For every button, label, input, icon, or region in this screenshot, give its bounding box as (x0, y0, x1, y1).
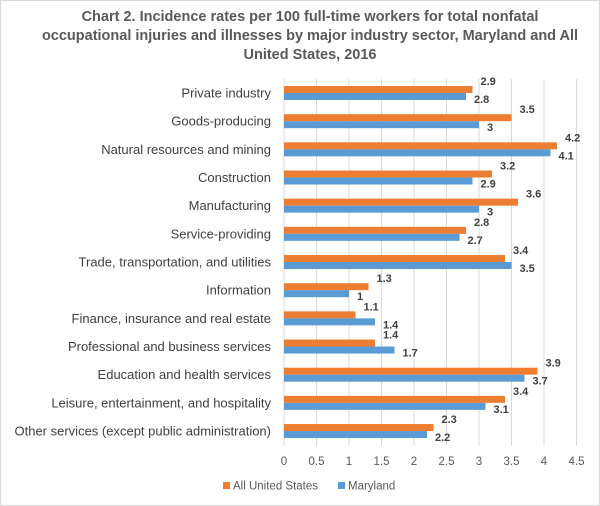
data-label: 3 (487, 122, 493, 134)
category-label: Service-providing (171, 226, 271, 241)
data-label: 3.4 (513, 386, 529, 398)
legend-swatch (338, 482, 345, 489)
bar-maryland (284, 346, 395, 354)
bar-all-united-states (284, 114, 512, 122)
chart-title: Chart 2. Incidence rates per 100 full-ti… (41, 9, 579, 63)
data-label: 3.4 (513, 245, 529, 257)
bar-maryland (284, 177, 473, 185)
data-label: 2.3 (442, 414, 457, 426)
data-label: 1.7 (403, 348, 418, 360)
bar-all-united-states (284, 226, 466, 234)
data-label: 3 (487, 207, 493, 219)
data-label: 2.2 (435, 432, 450, 444)
bar-maryland (284, 121, 479, 129)
x-tick-label: 3.5 (504, 456, 520, 468)
category-label: Finance, insurance and real estate (72, 311, 271, 326)
bar-maryland (284, 262, 512, 270)
x-tick-label: 2 (411, 456, 417, 468)
bar-all-united-states (284, 339, 375, 347)
bar-all-united-states (284, 424, 434, 432)
x-tick-label: 2.5 (439, 456, 455, 468)
x-tick-label: 1.5 (374, 456, 390, 468)
category-label: Professional and business services (68, 339, 272, 354)
bar-all-united-states (284, 170, 492, 178)
bar-maryland (284, 93, 466, 100)
x-tick-label: 1 (346, 456, 352, 468)
category-label: Manufacturing (189, 198, 271, 213)
bar-maryland (284, 402, 486, 410)
category-label: Goods-producing (171, 114, 271, 129)
legend-label: Maryland (348, 481, 395, 493)
x-tick-label: 4 (541, 456, 548, 468)
data-label: 3.5 (520, 104, 535, 116)
category-label: Trade, transportation, and utilities (79, 255, 272, 270)
bar-maryland (284, 149, 551, 157)
bar-all-united-states (284, 198, 518, 206)
bar-maryland (284, 318, 375, 326)
category-label: Private industry (181, 86, 271, 101)
category-label: Education and health services (98, 367, 272, 382)
category-label: Other services (except public administra… (15, 424, 272, 439)
legend-swatch (223, 482, 230, 489)
category-label: Leisure, entertainment, and hospitality (51, 395, 271, 410)
data-label: 3.9 (546, 358, 561, 370)
data-label: 2.9 (481, 76, 496, 88)
bar-all-united-states (284, 86, 473, 93)
bar-all-united-states (284, 395, 505, 403)
data-label: 2.8 (474, 94, 489, 106)
data-label: 4.1 (559, 150, 574, 162)
data-label: 3.7 (533, 376, 548, 388)
category-label: Construction (198, 170, 271, 185)
bar-all-united-states (284, 367, 538, 375)
legend-label: All United States (233, 481, 318, 493)
data-label: 2.9 (481, 179, 496, 191)
data-label: 1.3 (377, 273, 392, 285)
data-label: 1.4 (383, 330, 399, 342)
bar-maryland (284, 205, 479, 213)
data-label: 2.8 (474, 217, 489, 229)
x-tick-label: 0.5 (309, 456, 325, 468)
bar-all-united-states (284, 255, 505, 263)
bar-maryland (284, 374, 525, 382)
data-label: 2.7 (468, 235, 483, 247)
data-label: 3.6 (526, 189, 541, 201)
x-tick-label: 3 (476, 456, 482, 468)
bar-maryland (284, 233, 460, 241)
bar-all-united-states (284, 142, 557, 150)
bar-all-united-states (284, 311, 356, 319)
category-label: Information (206, 283, 271, 298)
data-label: 1.4 (383, 319, 399, 331)
x-tick-label: 4.5 (569, 456, 585, 468)
data-label: 4.2 (565, 132, 580, 144)
data-label: 3.5 (520, 263, 535, 275)
category-label: Natural resources and mining (101, 142, 271, 157)
bar-maryland (284, 290, 349, 298)
data-label: 3.2 (500, 161, 515, 173)
bar-all-united-states (284, 283, 369, 291)
x-tick-label: 0 (281, 456, 287, 468)
data-label: 3.1 (494, 404, 509, 416)
data-label: 1 (357, 291, 363, 303)
data-label: 1.1 (364, 301, 379, 313)
bar-maryland (284, 431, 427, 439)
